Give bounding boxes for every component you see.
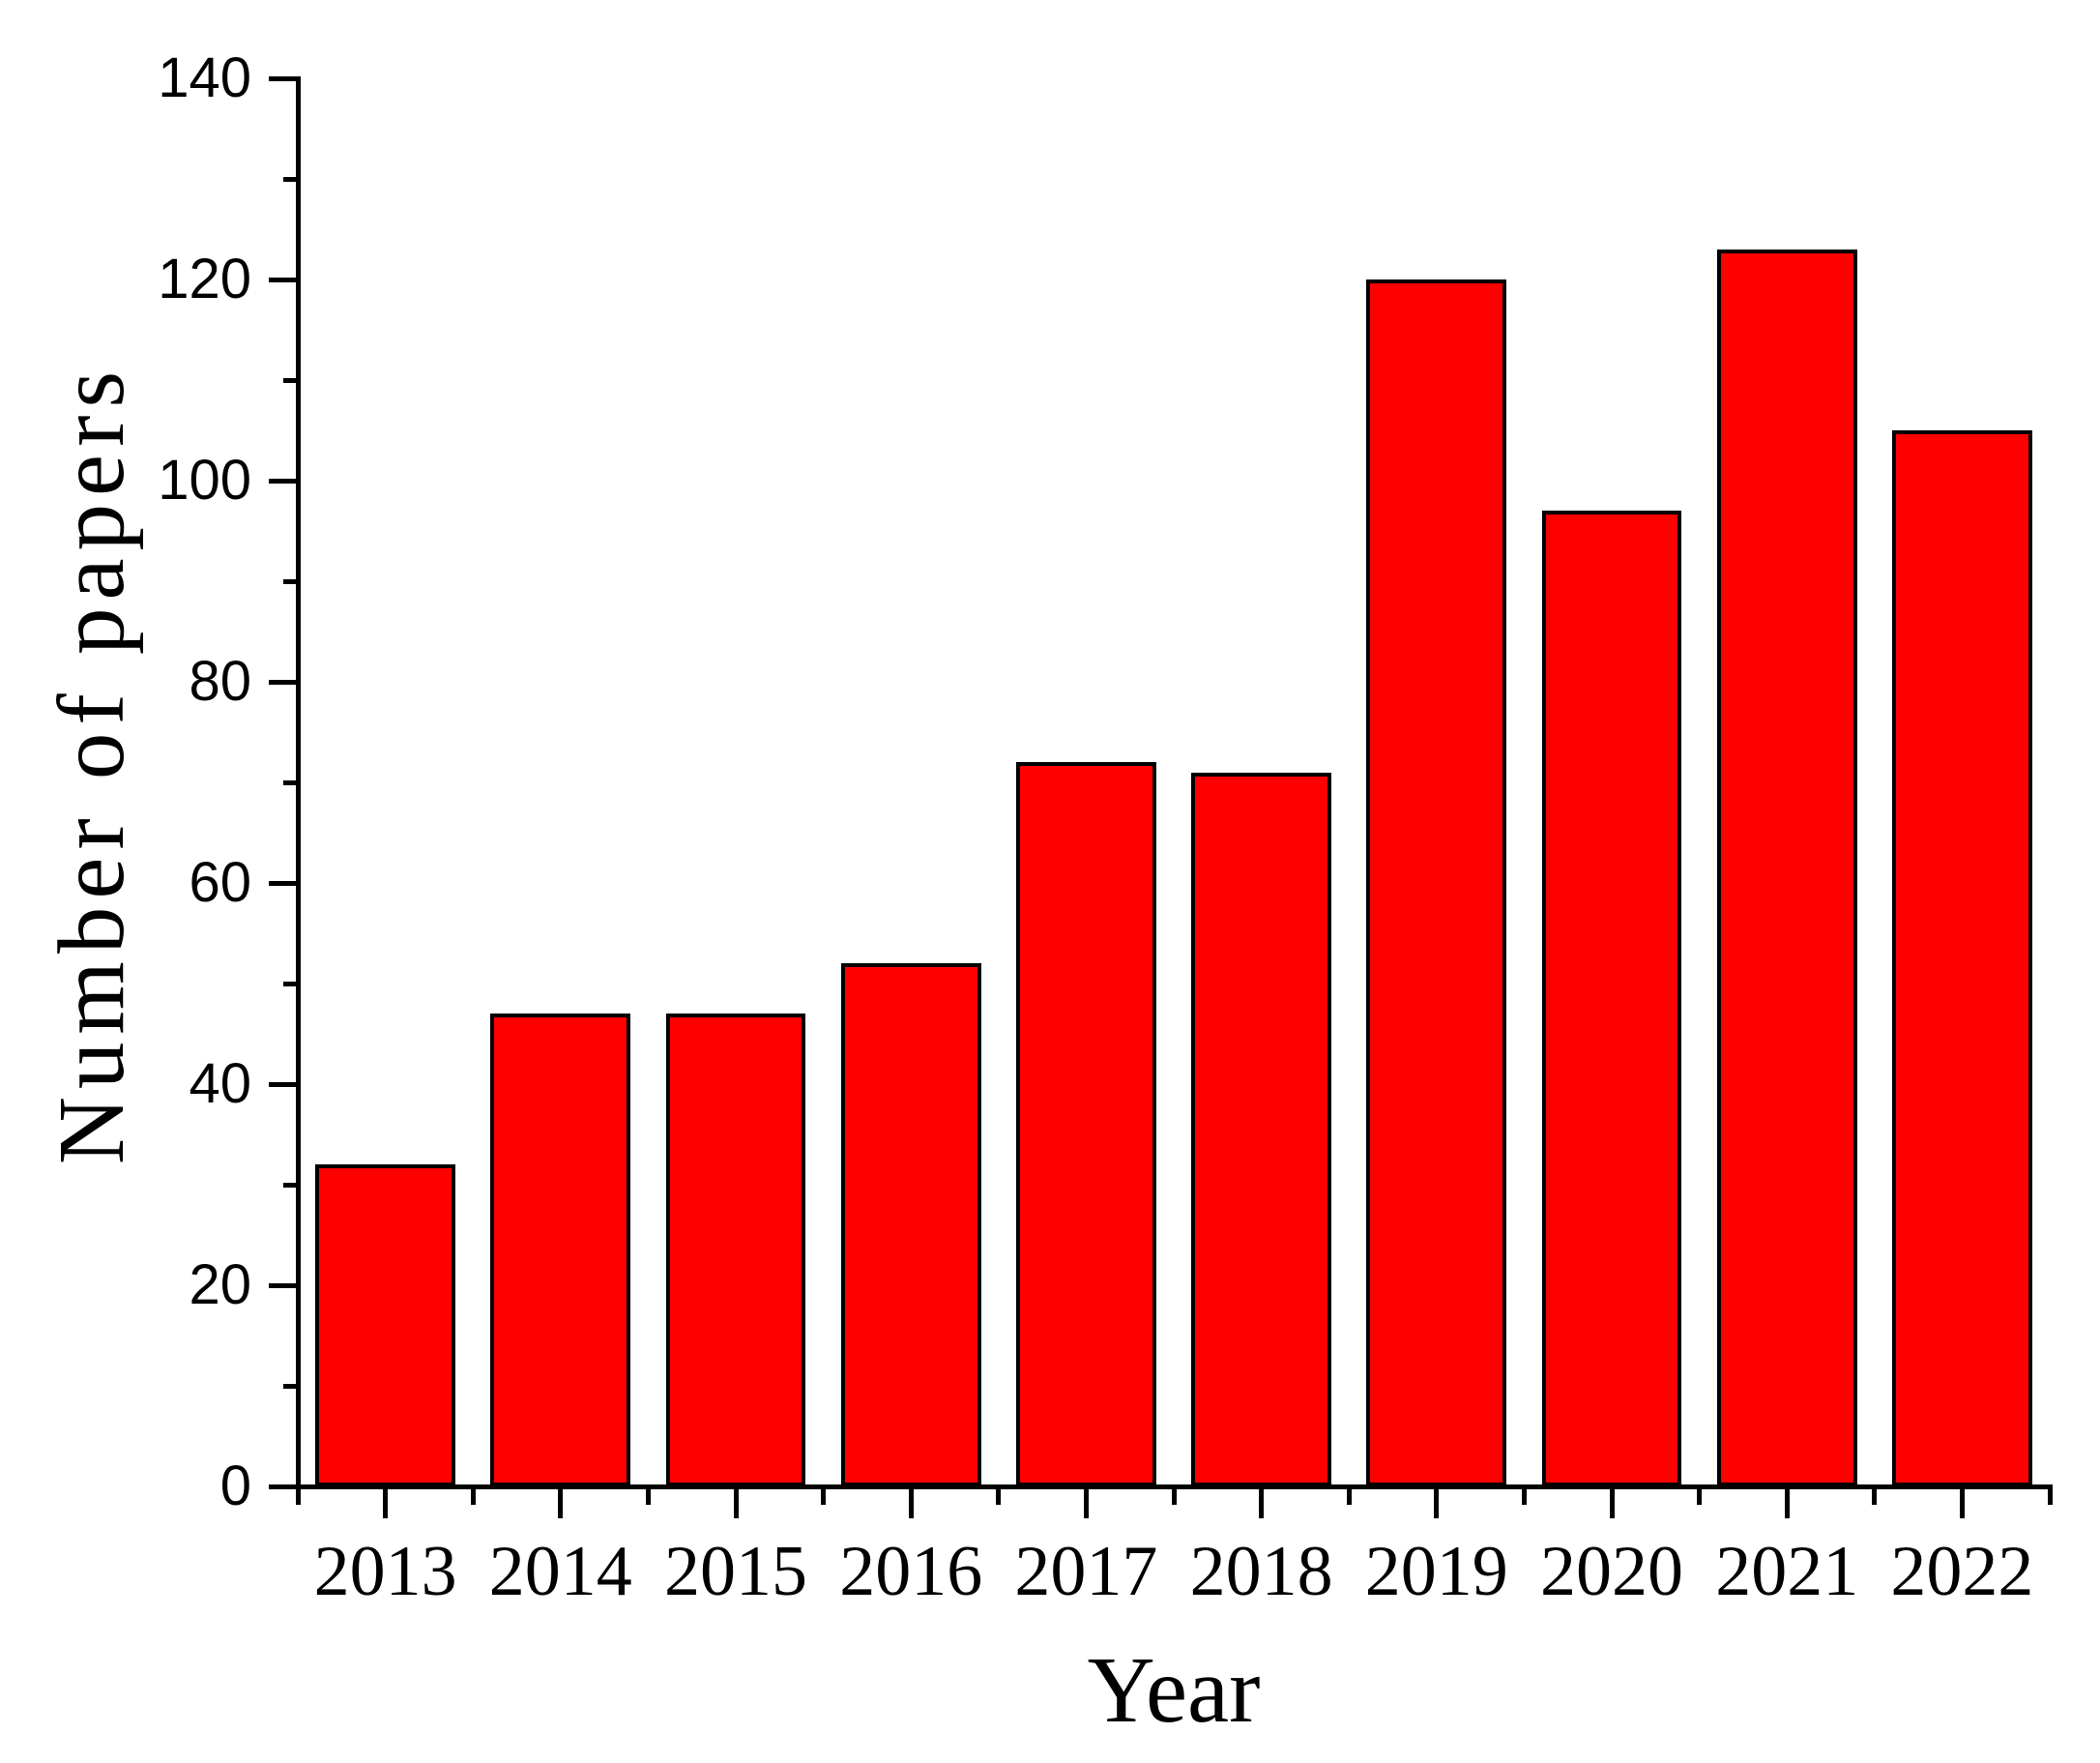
x-tick-label-2015: 2015 xyxy=(664,1532,807,1611)
x-minor-tick xyxy=(1697,1488,1703,1505)
x-tick-label-2018: 2018 xyxy=(1189,1532,1333,1611)
x-major-tick xyxy=(1434,1488,1440,1518)
y-minor-tick xyxy=(283,1383,298,1389)
y-tick-label-0: 0 xyxy=(219,1454,251,1517)
x-major-tick xyxy=(1784,1488,1790,1518)
bar-2021 xyxy=(1716,249,1857,1486)
x-axis-line xyxy=(295,1484,2053,1489)
x-minor-tick xyxy=(1171,1488,1177,1505)
bar-2018 xyxy=(1191,772,1332,1486)
x-major-tick xyxy=(1609,1488,1615,1518)
y-major-tick xyxy=(269,75,298,81)
bar-2020 xyxy=(1541,511,1682,1486)
y-major-tick xyxy=(269,1484,298,1489)
y-axis-line xyxy=(295,75,301,1489)
y-minor-tick xyxy=(283,176,298,182)
x-major-tick xyxy=(733,1488,739,1518)
x-major-tick xyxy=(1259,1488,1265,1518)
y-tick-label-80: 80 xyxy=(189,650,251,713)
bar-2022 xyxy=(1891,430,2032,1486)
bar-2017 xyxy=(1015,762,1156,1486)
y-minor-tick xyxy=(283,981,298,986)
y-major-tick xyxy=(269,1282,298,1288)
x-tick-label-2017: 2017 xyxy=(1014,1532,1158,1611)
x-major-tick xyxy=(558,1488,564,1518)
x-minor-tick xyxy=(1521,1488,1527,1505)
y-major-tick xyxy=(269,478,298,484)
x-tick-label-2021: 2021 xyxy=(1715,1532,1859,1611)
x-major-tick xyxy=(1083,1488,1089,1518)
y-major-tick xyxy=(269,277,298,282)
x-minor-tick xyxy=(295,1488,301,1505)
y-major-tick xyxy=(269,679,298,685)
y-tick-label-140: 140 xyxy=(158,46,251,109)
bar-2013 xyxy=(315,1164,456,1486)
x-tick-label-2014: 2014 xyxy=(488,1532,632,1611)
x-minor-tick xyxy=(821,1488,827,1505)
y-major-tick xyxy=(269,880,298,886)
y-minor-tick xyxy=(283,578,298,584)
x-minor-tick xyxy=(1872,1488,1878,1505)
x-tick-label-2019: 2019 xyxy=(1364,1532,1508,1611)
x-tick-label-2013: 2013 xyxy=(313,1532,457,1611)
x-tick-label-2022: 2022 xyxy=(1890,1532,2034,1611)
x-minor-tick xyxy=(996,1488,1002,1505)
x-tick-label-2016: 2016 xyxy=(839,1532,983,1611)
x-major-tick xyxy=(908,1488,914,1518)
x-major-tick xyxy=(1959,1488,1965,1518)
bar-2014 xyxy=(490,1014,631,1486)
y-minor-tick xyxy=(283,779,298,785)
y-minor-tick xyxy=(283,1182,298,1188)
y-tick-label-100: 100 xyxy=(158,449,251,512)
x-tick-label-2020: 2020 xyxy=(1540,1532,1683,1611)
y-tick-label-40: 40 xyxy=(189,1052,251,1115)
y-tick-label-20: 20 xyxy=(189,1253,251,1316)
y-minor-tick xyxy=(283,377,298,383)
x-minor-tick xyxy=(470,1488,476,1505)
y-tick-label-60: 60 xyxy=(189,851,251,914)
x-minor-tick xyxy=(2047,1488,2053,1505)
y-major-tick xyxy=(269,1081,298,1087)
bar-2019 xyxy=(1366,279,1507,1486)
x-major-tick xyxy=(383,1488,389,1518)
x-axis-title: Year xyxy=(1087,1638,1261,1742)
x-minor-tick xyxy=(1346,1488,1352,1505)
x-minor-tick xyxy=(645,1488,651,1505)
bar-2015 xyxy=(665,1014,806,1486)
bar-2016 xyxy=(840,963,981,1486)
y-tick-label-120: 120 xyxy=(158,248,251,310)
